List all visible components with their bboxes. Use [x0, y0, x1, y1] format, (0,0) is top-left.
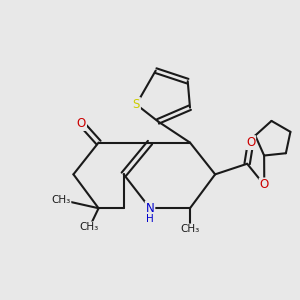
Text: CH₃: CH₃: [51, 195, 70, 205]
Text: O: O: [77, 117, 86, 130]
Text: H: H: [146, 214, 154, 224]
Text: O: O: [246, 136, 255, 149]
Text: N: N: [146, 202, 154, 215]
Text: CH₃: CH₃: [80, 222, 99, 232]
Text: S: S: [133, 98, 140, 111]
Text: O: O: [260, 178, 269, 191]
Text: CH₃: CH₃: [180, 224, 200, 234]
